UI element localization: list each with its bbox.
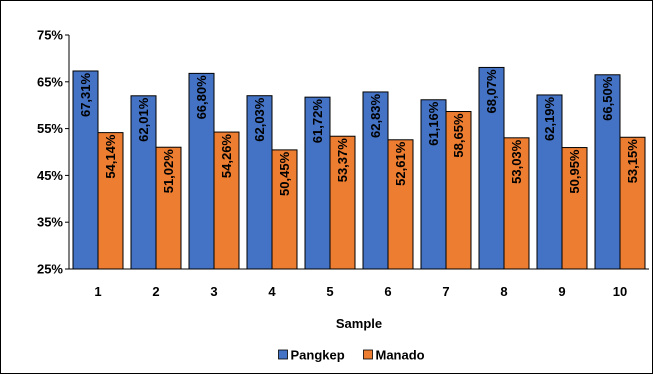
data-label-manado-5: 53,37% [335, 138, 350, 183]
data-label-pangkep-5: 61,72% [310, 99, 325, 144]
x-tick-label-10: 10 [613, 284, 627, 299]
y-tick-label-35: 35% [37, 215, 63, 230]
data-label-pangkep-10: 66,50% [600, 76, 615, 121]
bars-layer [72, 66, 646, 270]
data-label-pangkep-2: 62,01% [136, 97, 151, 142]
bar-pangkep-9 [536, 94, 563, 270]
legend-label-pangkep: Pangkep [291, 348, 345, 363]
x-tick-label-8: 8 [500, 284, 507, 299]
x-tick-label-9: 9 [558, 284, 565, 299]
x-axis-title: Sample [336, 316, 382, 331]
bar-manado-7 [445, 111, 472, 270]
y-tick-label-55: 55% [37, 121, 63, 136]
data-label-pangkep-3: 66,80% [194, 75, 209, 120]
legend-label-manado: Manado [376, 348, 425, 363]
data-label-manado-1: 54,14% [103, 134, 118, 179]
data-label-manado-10: 53,15% [625, 139, 640, 184]
bar-manado-3 [213, 131, 240, 270]
legend: Pangkep Manado [278, 348, 425, 363]
bar-manado-10 [619, 136, 646, 270]
bar-manado-9 [561, 147, 588, 270]
legend-swatch-pangkep [278, 349, 288, 360]
x-tick-label-5: 5 [326, 284, 333, 299]
data-label-manado-7: 58,65% [451, 113, 466, 158]
x-tick-label-4: 4 [268, 284, 276, 299]
bar-manado-1 [97, 132, 124, 270]
data-label-pangkep-9: 62,19% [542, 96, 557, 141]
y-tick-label-65: 65% [37, 74, 63, 89]
data-label-manado-3: 54,26% [219, 134, 234, 179]
data-label-pangkep-1: 67,31% [78, 73, 93, 118]
data-label-pangkep-4: 62,03% [252, 97, 267, 142]
x-tick-label-3: 3 [210, 284, 217, 299]
x-tick-label-6: 6 [384, 284, 391, 299]
x-tick-label-1: 1 [94, 284, 101, 299]
data-label-manado-2: 51,02% [161, 149, 176, 194]
y-tick-label-75: 75% [37, 28, 63, 43]
bar-pangkep-1 [72, 70, 99, 270]
y-tick-label-25: 25% [37, 262, 63, 277]
bar-manado-5 [329, 135, 356, 270]
data-labels-layer: 67,31% 54,14% 62,01% 51,02% 66,80% 54,26% 62,0… [78, 69, 640, 196]
data-label-manado-6: 52,61% [393, 141, 408, 186]
x-tick-label-2: 2 [152, 284, 159, 299]
bar-manado-6 [387, 139, 414, 270]
bar-manado-4 [271, 149, 298, 270]
data-label-pangkep-8: 68,07% [484, 69, 499, 114]
data-label-manado-4: 50,45% [277, 151, 292, 196]
data-label-pangkep-6: 62,83% [368, 93, 383, 138]
y-tick-label-45: 45% [37, 168, 63, 183]
axes-layer: 1 2 3 4 5 6 7 8 9 10 25% 35% 45% 55% 65% 75% [37, 28, 649, 299]
data-label-manado-9: 50,95% [567, 149, 582, 194]
bar-manado-8 [503, 137, 530, 270]
legend-swatch-manado [363, 349, 373, 360]
data-label-manado-8: 53,03% [509, 139, 524, 184]
x-tick-label-7: 7 [442, 284, 449, 299]
data-label-pangkep-7: 61,16% [426, 101, 441, 146]
bar-pangkep-10 [594, 74, 621, 270]
bar-manado-2 [155, 146, 182, 270]
